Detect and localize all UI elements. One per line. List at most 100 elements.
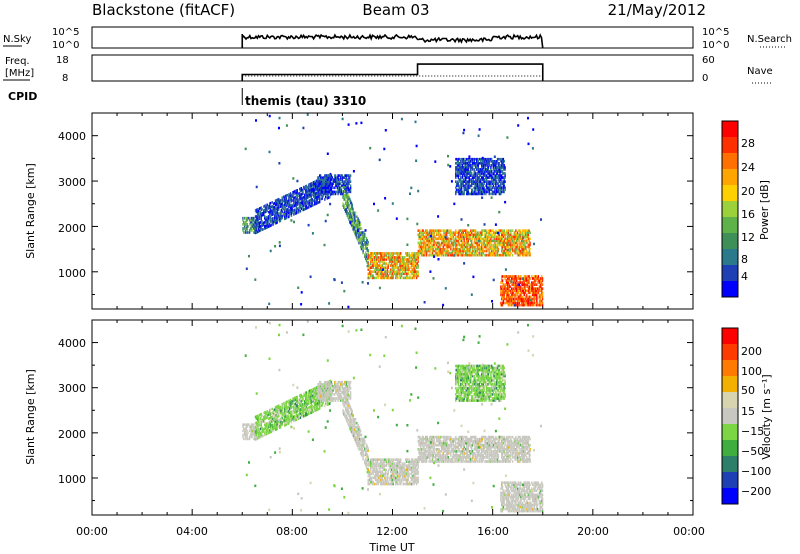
power-cell [290, 200, 293, 203]
power-cell [429, 270, 432, 273]
power-cell [354, 229, 357, 233]
power-cell [481, 172, 483, 175]
power-cell [303, 200, 305, 203]
power-cell [430, 247, 433, 251]
power-cell [444, 243, 446, 247]
power-cell [507, 303, 510, 307]
power-cell [267, 221, 269, 225]
power-cell [325, 189, 328, 192]
power-cell [284, 215, 286, 219]
power-cell [285, 194, 288, 197]
power-cell [457, 239, 459, 243]
power-cell [400, 264, 402, 267]
power-cell [411, 254, 414, 257]
velocity-cell [285, 404, 288, 408]
power-cell [486, 243, 488, 247]
power-cell [425, 231, 427, 234]
power-cell [334, 178, 337, 181]
power-cell [419, 229, 421, 232]
power-cell [485, 245, 487, 249]
power-cell [294, 204, 297, 207]
power-cell [486, 249, 488, 253]
power-cell [345, 202, 348, 205]
power-cell [521, 301, 524, 305]
power-cell [265, 206, 267, 209]
power-cell [404, 270, 406, 273]
velocity-cell [306, 407, 308, 410]
power-cell [458, 251, 460, 255]
power-cell [364, 229, 367, 232]
power-cell [510, 295, 512, 299]
velocity-cell [307, 396, 309, 400]
velocity-cell [288, 415, 290, 419]
power-cell [481, 231, 483, 234]
power-cell [504, 186, 506, 190]
velocity-cell [245, 425, 247, 428]
power-cell [483, 172, 485, 175]
power-cell [302, 208, 304, 212]
power-cell [497, 241, 500, 245]
power-cell [454, 237, 456, 241]
power-cell [374, 276, 376, 280]
power-cell [518, 245, 520, 249]
power-cell [483, 182, 485, 185]
power-cell [420, 247, 423, 251]
cpid-text: themis (tau) 3310 [245, 94, 366, 108]
power-cell [361, 243, 363, 247]
power-cell [457, 174, 459, 177]
power-cell [448, 229, 450, 232]
power-cell [333, 178, 335, 181]
power-cell [359, 231, 362, 234]
power-cell [466, 241, 469, 245]
power-cell [472, 245, 474, 249]
power-cell [506, 235, 509, 239]
velocity-cell [296, 401, 298, 405]
power-cell [313, 199, 315, 202]
power-cell [277, 198, 279, 201]
power-cell [521, 229, 524, 232]
power-cell [303, 202, 305, 205]
power-cell [431, 249, 434, 253]
velocity-cell [284, 411, 286, 415]
power-cell [492, 229, 495, 232]
power-cell [290, 214, 293, 217]
power-cell [279, 213, 282, 216]
power-cell [493, 235, 495, 239]
power-cell [495, 235, 497, 239]
power-cell [526, 293, 528, 297]
power-cell [434, 160, 437, 163]
velocity-cell [266, 422, 268, 425]
power-cell [438, 241, 440, 245]
power-cell [469, 162, 471, 165]
power-cell [420, 235, 422, 239]
colorbar-segment [722, 201, 738, 218]
velocity-cell [285, 423, 288, 426]
power-cell [354, 227, 356, 231]
power-cell [296, 199, 298, 202]
power-cell [462, 172, 464, 175]
power-cell [430, 243, 433, 247]
power-cell [405, 274, 408, 278]
power-cell [476, 186, 479, 190]
power-cell [286, 193, 288, 197]
power-cell [262, 211, 264, 215]
velocity-cell [290, 420, 293, 424]
power-cell [327, 190, 329, 194]
power-cell [265, 216, 267, 219]
power-cell [460, 192, 462, 196]
power-cell [459, 192, 461, 196]
power-cell [520, 293, 522, 297]
power-cell [352, 215, 354, 219]
power-cell [301, 205, 303, 208]
power-cell [251, 218, 253, 222]
power-cell [424, 245, 426, 249]
power-cell [400, 260, 402, 263]
power-cell [486, 168, 489, 171]
power-cell [425, 245, 427, 249]
velocity-cell [254, 431, 257, 435]
power-cell [441, 251, 444, 255]
velocity-cell [308, 408, 310, 411]
velocity-cell [264, 423, 266, 427]
power-cell [324, 188, 326, 192]
power-cell [269, 222, 271, 226]
